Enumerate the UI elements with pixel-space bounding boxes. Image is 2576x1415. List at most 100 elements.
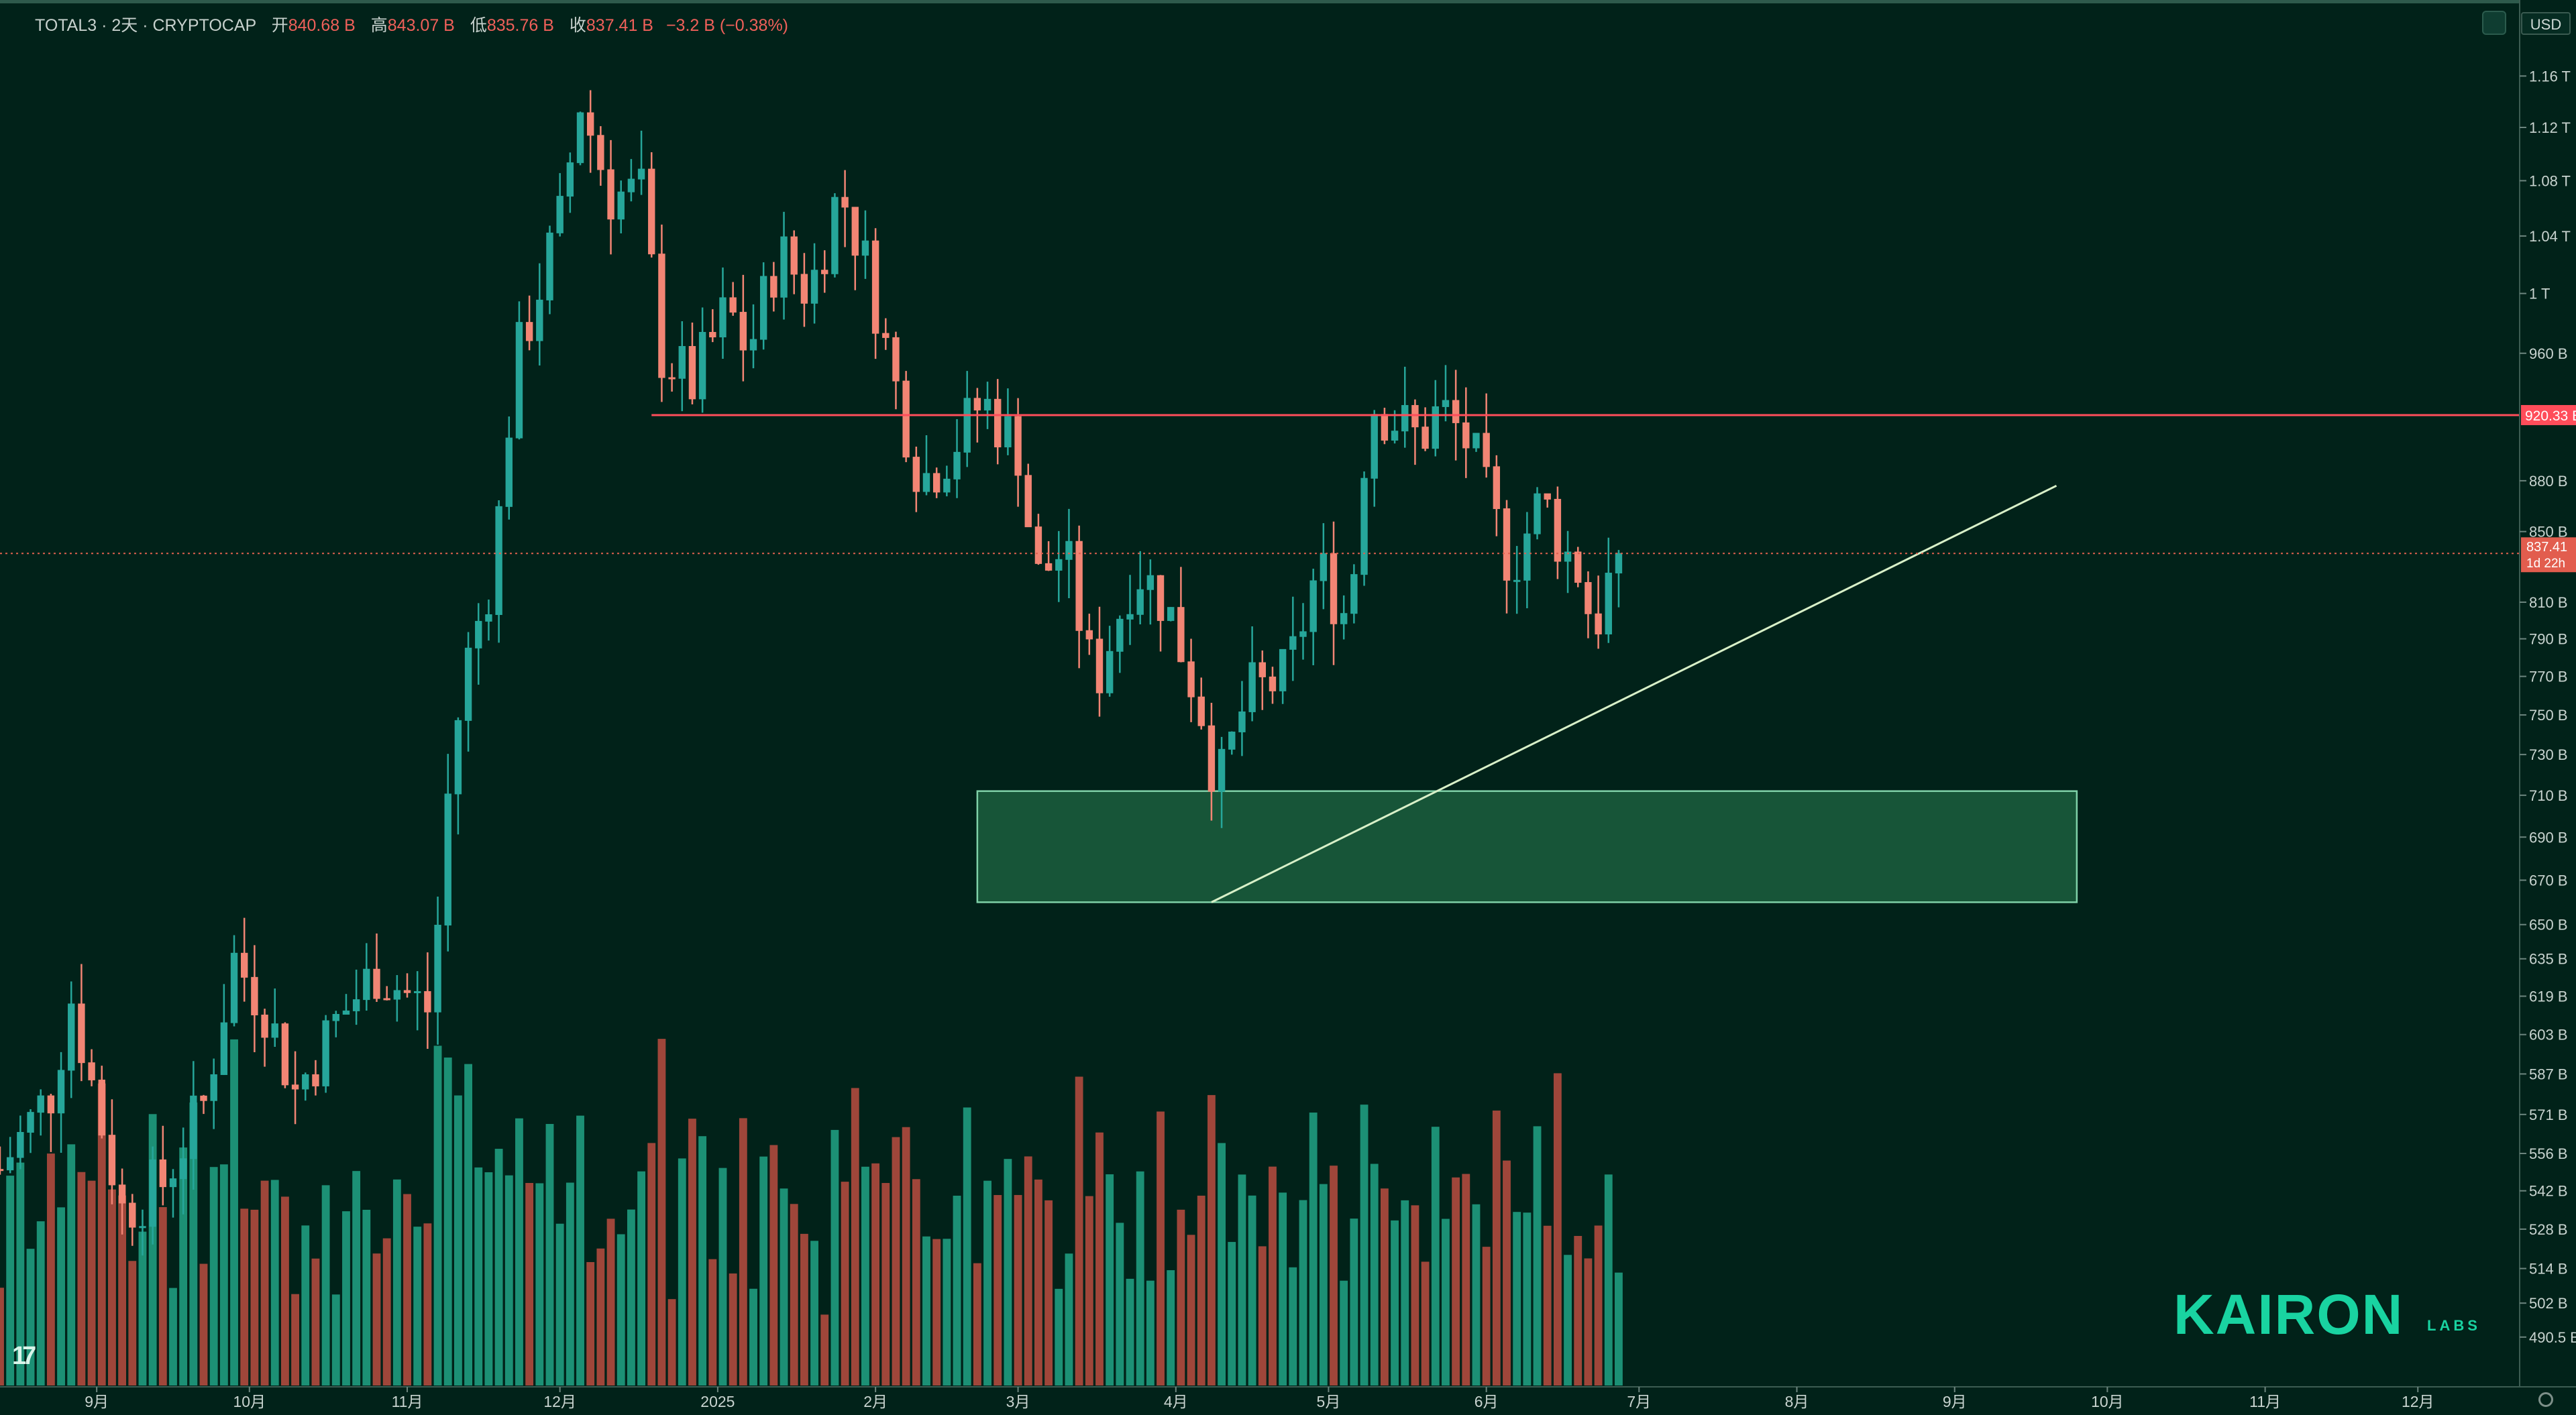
- candle-body: [352, 999, 360, 1011]
- candle-body: [983, 398, 991, 411]
- candle-body: [739, 312, 747, 351]
- volume-bar: [1604, 1174, 1613, 1385]
- volume-bar: [1238, 1174, 1246, 1385]
- chart-settings-button[interactable]: [2482, 11, 2506, 35]
- candle-body: [78, 1003, 85, 1064]
- candle-body: [1075, 541, 1083, 631]
- volume-bar: [1319, 1184, 1328, 1385]
- volume-bar: [423, 1223, 432, 1385]
- volume-bar: [515, 1118, 523, 1385]
- candle-body: [179, 1158, 187, 1180]
- candle-body: [1472, 433, 1480, 449]
- candle-body: [373, 968, 380, 999]
- candle-body: [749, 339, 757, 351]
- volume-bar: [1034, 1179, 1042, 1385]
- candle-body: [475, 620, 482, 648]
- volume-bar: [627, 1209, 635, 1385]
- candle-body: [261, 1015, 268, 1038]
- volume-bar: [1543, 1225, 1552, 1385]
- gear-icon[interactable]: [2538, 1392, 2553, 1407]
- candle-body: [322, 1020, 329, 1086]
- candle-body: [902, 380, 910, 458]
- volume-bar: [994, 1194, 1002, 1385]
- volume-bar: [1187, 1235, 1195, 1385]
- candle-body: [464, 647, 472, 721]
- candle-body: [1605, 573, 1612, 635]
- candle-body: [678, 346, 686, 379]
- volume-bar: [1462, 1174, 1470, 1385]
- candle-body: [800, 274, 808, 304]
- volume-bar: [1106, 1174, 1114, 1385]
- volume-bar: [26, 1249, 35, 1385]
- candle-body: [1187, 661, 1195, 697]
- candle-body: [1116, 618, 1124, 652]
- candle-body: [1401, 405, 1409, 432]
- time-tick-label: 12月: [2402, 1393, 2434, 1410]
- time-tick-label: 9月: [1943, 1393, 1967, 1410]
- candle-body: [780, 236, 788, 298]
- volume-bar: [790, 1204, 798, 1385]
- tradingview-logo-icon[interactable]: 17: [12, 1342, 36, 1370]
- volume-bar: [1177, 1209, 1185, 1385]
- close-label: 收: [569, 16, 586, 35]
- volume-bar: [1370, 1164, 1379, 1385]
- candle-body: [1177, 607, 1185, 663]
- candle-body: [922, 473, 930, 492]
- volume-bar: [1248, 1195, 1256, 1385]
- candle-body: [505, 437, 513, 507]
- volume-bar: [1044, 1200, 1053, 1385]
- candle-body: [1228, 731, 1236, 750]
- candle-body: [709, 332, 716, 338]
- ascending-trendline: [1211, 484, 2057, 903]
- volume-bar: [87, 1180, 96, 1385]
- volume-bar: [1533, 1126, 1542, 1385]
- price-tick-label: 1.08 T: [2529, 172, 2571, 189]
- volume-bar: [1085, 1196, 1093, 1385]
- price-tick-label: 1 T: [2529, 286, 2550, 302]
- time-tick-label: 11月: [392, 1393, 423, 1410]
- time-tick-label: 2025: [700, 1393, 735, 1410]
- price-tick-label: 810 B: [2529, 594, 2568, 611]
- price-tick-label: 1.04 T: [2529, 228, 2571, 245]
- candle-body: [302, 1074, 309, 1090]
- volume-bar: [504, 1175, 513, 1385]
- candle-body: [210, 1074, 217, 1101]
- volume-bar: [1503, 1160, 1511, 1385]
- volume-bar: [535, 1183, 544, 1385]
- symbol-title[interactable]: TOTAL3 · 2天 · CRYPTOCAP: [35, 16, 256, 35]
- volume-bar: [250, 1209, 259, 1385]
- volume-bar: [820, 1314, 829, 1385]
- volume-bar: [525, 1182, 534, 1385]
- currency-selector[interactable]: USD: [2521, 12, 2571, 35]
- candle-body: [1269, 676, 1277, 691]
- price-tick-label: 502 B: [2529, 1295, 2568, 1312]
- candle-body: [1299, 631, 1307, 637]
- volume-bar: [1615, 1272, 1623, 1385]
- candle-body: [1585, 581, 1592, 614]
- volume-bar: [1360, 1105, 1368, 1385]
- volume-bar: [403, 1194, 411, 1385]
- volume-bar: [67, 1144, 76, 1385]
- volume-bar: [780, 1188, 788, 1385]
- candle-body: [271, 1023, 278, 1038]
- candle-body: [1574, 551, 1582, 583]
- volume-bar: [453, 1095, 462, 1385]
- volume-bar: [1014, 1194, 1022, 1385]
- candle-body: [1442, 400, 1450, 407]
- volume-bar: [1330, 1166, 1338, 1385]
- volume-bar: [800, 1233, 808, 1385]
- volume-bar: [352, 1171, 361, 1385]
- volume-bar: [1411, 1205, 1419, 1385]
- volume-bar: [1391, 1220, 1399, 1385]
- candle-body: [871, 240, 879, 334]
- volume-bar: [46, 1153, 55, 1385]
- time-tick-label: 9月: [85, 1393, 109, 1410]
- time-axis[interactable]: 9月 10月 11月 12月 2025 2月 3月 4月 5月 6月 7月 8月 9月 10月 11月 12月: [0, 1386, 2576, 1412]
- candle-body: [1493, 466, 1501, 510]
- volume-bar: [729, 1273, 737, 1385]
- volume-bar: [1095, 1132, 1104, 1385]
- volume-bar: [943, 1239, 951, 1385]
